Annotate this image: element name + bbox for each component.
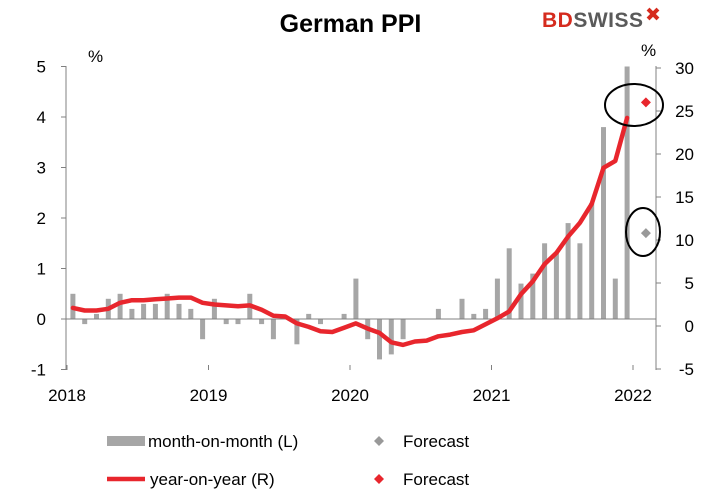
- mom-bar: [270, 319, 276, 340]
- left-tick-label: 3: [37, 159, 46, 178]
- mom-bar: [494, 278, 500, 319]
- mom-bar: [624, 66, 630, 319]
- mom-bar: [601, 127, 606, 319]
- mom-bar: [211, 298, 217, 319]
- left-tick-label: 5: [37, 58, 46, 77]
- mom-bar: [542, 243, 548, 320]
- yoy-line-group: [70, 115, 630, 348]
- right-tick-label: -5: [679, 360, 694, 379]
- mom-bar: [553, 253, 559, 319]
- legend-label-yoy-forecast: Forecast: [403, 470, 469, 489]
- mom-bar: [341, 313, 347, 319]
- logo-text-grey: SWISS: [573, 9, 644, 32]
- legend-label-mom-forecast: Forecast: [403, 432, 469, 451]
- left-tick-label: 4: [37, 108, 46, 127]
- mom-bar: [612, 278, 618, 319]
- mom-bar: [164, 293, 170, 320]
- x-tick-label: 2019: [190, 386, 228, 405]
- chart-title: German PPI: [279, 10, 422, 38]
- mom-bar: [94, 313, 99, 319]
- right-axis-unit: %: [641, 41, 656, 60]
- mom-bar: [200, 319, 206, 340]
- right-tick-label: 20: [675, 145, 694, 164]
- right-tick-label: 10: [675, 231, 694, 250]
- mom-bar: [235, 319, 241, 325]
- mom-bar: [141, 303, 147, 319]
- mom-bar: [518, 283, 524, 319]
- left-tick-label: 1: [37, 260, 46, 279]
- mom-bar: [117, 293, 123, 320]
- mom-bar: [577, 243, 583, 320]
- mom-forecast-circle: [625, 207, 661, 257]
- mom-forecast-point: [640, 228, 651, 239]
- forecast-markers: [374, 83, 664, 484]
- yoy-line: [70, 115, 630, 348]
- legend-swatch-yoy-forecast: [374, 474, 384, 484]
- x-tick-label: 2020: [331, 386, 369, 405]
- mom-bar: [483, 308, 489, 319]
- mom-bar: [400, 319, 406, 340]
- mom-bar: [318, 319, 323, 325]
- mom-bar: [188, 308, 194, 319]
- mom-bar: [176, 303, 182, 319]
- right-tick-label: 0: [685, 317, 694, 336]
- x-tick-label: 2021: [473, 386, 511, 405]
- left-tick-label: 2: [37, 209, 46, 228]
- mom-bar: [388, 319, 394, 355]
- legend-label-yoy: year-on-year (R): [150, 470, 275, 489]
- mom-bar: [589, 202, 595, 319]
- mom-bar: [506, 248, 512, 319]
- x-tick-label: 2022: [614, 386, 652, 405]
- yoy-forecast-point: [640, 97, 651, 108]
- right-tick-label: 30: [675, 59, 694, 78]
- mom-bar: [82, 319, 88, 325]
- mom-bar: [223, 319, 229, 325]
- left-axis-unit: %: [88, 47, 103, 66]
- mom-bar: [353, 278, 359, 319]
- mom-bar: [435, 308, 441, 319]
- mom-bar: [459, 298, 465, 319]
- mom-bar: [377, 319, 382, 360]
- mom-bar: [294, 319, 300, 345]
- mom-bar: [530, 273, 536, 319]
- tick-labels: -1 0 1 2 3 4 5 -5 0 5 10 15 20 25 30% % 2018 2019 2020 2021…: [31, 41, 694, 405]
- legend-swatch-mom-forecast: [374, 436, 384, 446]
- mom-bar: [129, 308, 135, 319]
- mom-bar: [565, 223, 571, 319]
- legend-label-mom: month-on-month (L): [148, 432, 298, 451]
- left-tick-label: 0: [37, 310, 46, 329]
- mom-bar: [306, 313, 312, 319]
- logo-text-red: BD: [542, 9, 574, 32]
- mom-bars: [70, 66, 630, 360]
- x-tick-label: 2018: [48, 386, 86, 405]
- mom-bar: [259, 319, 265, 325]
- right-tick-label: 5: [685, 274, 694, 293]
- right-tick-label: 15: [675, 188, 694, 207]
- left-tick-label: -1: [31, 361, 46, 380]
- brand-logo: BDSWISS: [542, 9, 660, 33]
- legend-swatch-mom: [107, 436, 145, 446]
- right-tick-label: 25: [675, 102, 694, 121]
- yoy-forecast-circle: [604, 83, 664, 127]
- mom-bar: [152, 303, 158, 319]
- mom-bar: [471, 313, 477, 319]
- legend: month-on-month (L) Forecast year-on-year (…: [107, 432, 469, 489]
